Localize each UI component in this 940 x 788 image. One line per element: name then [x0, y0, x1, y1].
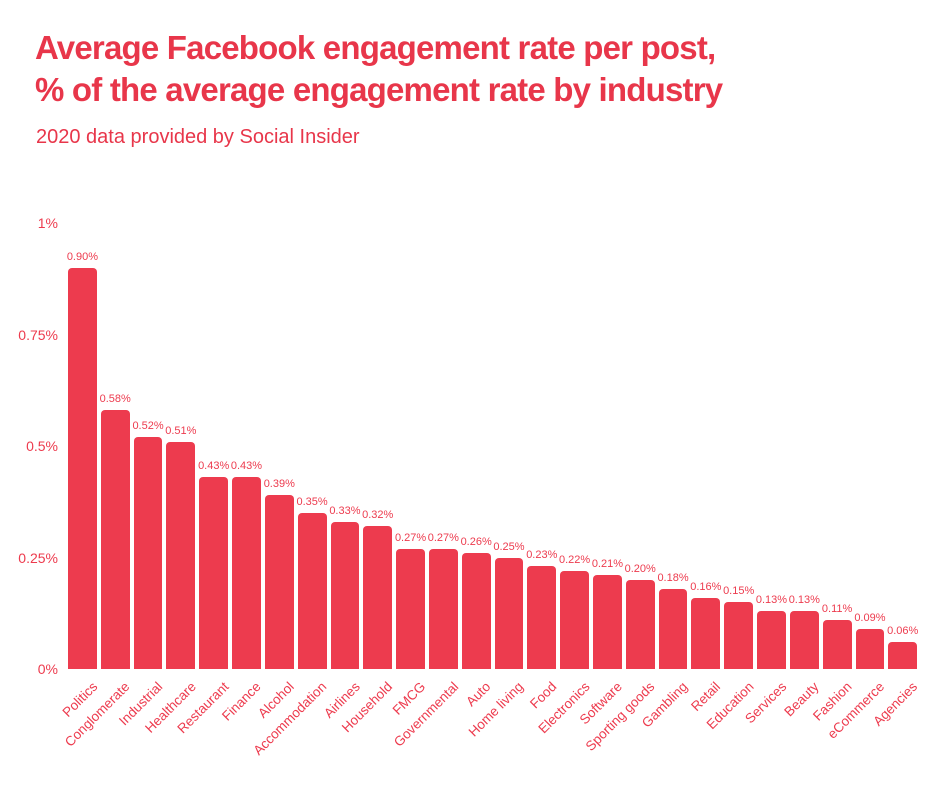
bar-value-label: 0.23%: [526, 549, 558, 562]
bar: [691, 597, 721, 669]
bar: [199, 477, 229, 669]
y-axis-tick-label: 0%: [37, 661, 58, 677]
bar-value-label: 0.16%: [690, 580, 722, 593]
bar-group-household: 0.32% Household: [339, 223, 395, 735]
bar-group-politics: 0.90% Politics: [59, 223, 100, 720]
bar: [757, 611, 786, 669]
y-axis: 1% 0.75% 0.5% 0.25% 0%: [0, 215, 58, 677]
bar-value-label: 0.90%: [66, 250, 99, 263]
bar: [855, 628, 885, 669]
bar-group-alcohol: 0.39% Alcohol: [255, 223, 297, 721]
bar: [330, 521, 360, 669]
bar-value-label: 0.13%: [788, 594, 820, 607]
bar: [461, 553, 491, 669]
plot-area: 0.90% Politics 0.58% Conglomerate 0.52% Indus…: [59, 223, 920, 758]
bar-group-education: 0.15% Education: [703, 223, 756, 732]
bar-group-governmental: 0.27% Governmental: [390, 223, 461, 750]
bar-value-label: 0.11%: [821, 602, 853, 615]
bar-value-label: 0.33%: [329, 504, 361, 517]
bar: [560, 570, 589, 669]
bar: [494, 557, 524, 669]
bar: [625, 579, 655, 669]
bar: [527, 566, 557, 669]
chart-title-line1: Average Facebook engagement rate per pos…: [35, 29, 716, 66]
bar-value-label: 0.26%: [460, 536, 492, 549]
bar: [297, 512, 327, 669]
bar-value-label: 0.13%: [755, 594, 788, 607]
y-axis-tick-label: 1%: [37, 215, 58, 231]
bar-group-beauty: 0.13% Beauty: [782, 223, 822, 719]
bar-group-finance: 0.43% Finance: [220, 223, 265, 723]
chart-title-line2: % of the average engagement rate by indu…: [35, 71, 723, 108]
bar-group-electronics: 0.22% Electronics: [535, 223, 592, 736]
bar: [658, 588, 688, 669]
bar: [232, 477, 261, 669]
bar-value-label: 0.39%: [263, 478, 295, 491]
bar-value-label: 0.51%: [165, 424, 197, 437]
bar-value-label: 0.27%: [394, 531, 427, 544]
bar-group-restaurant: 0.43% Restaurant: [174, 223, 231, 736]
bar-value-label: 0.09%: [854, 611, 886, 624]
bar-group-fmcg: 0.27% FMCG: [389, 223, 428, 718]
bar-value-label: 0.35%: [296, 495, 328, 508]
bar-value-label: 0.52%: [132, 420, 164, 433]
y-axis-tick-label: 0.5%: [26, 438, 58, 454]
bar: [789, 611, 819, 669]
bar-value-label: 0.43%: [198, 460, 230, 473]
bar-group-healthcare: 0.51% Healthcare: [142, 223, 199, 736]
bar: [396, 548, 425, 669]
bar-group-industrial: 0.52% Industrial: [116, 223, 165, 728]
bar: [264, 495, 294, 669]
bar-value-label: 0.06%: [887, 625, 919, 638]
bar-group-agencies: 0.06% Agencies: [870, 223, 920, 729]
bar: [363, 526, 393, 669]
bar-value-label: 0.21%: [591, 558, 624, 571]
bar-value-label: 0.20%: [624, 562, 656, 575]
bar-value-label: 0.25%: [493, 540, 525, 553]
bar-value-label: 0.58%: [99, 393, 131, 406]
y-axis-tick-label: 0.75%: [18, 326, 58, 343]
bar-group-sporting-goods: 0.20% Sporting goods: [583, 223, 658, 754]
chart-subtitle: 2020 data provided by Social Insider: [36, 126, 360, 148]
bar-value-label: 0.27%: [427, 531, 459, 544]
bar-value-label: 0.18%: [657, 571, 689, 584]
bar-group-accommodation: 0.35% Accommodation: [251, 223, 330, 758]
bar-value-label: 0.32%: [362, 509, 394, 522]
bar-value-label: 0.22%: [559, 553, 591, 566]
bar: [593, 575, 622, 669]
bar: [166, 441, 196, 669]
bar-group-fashion: 0.11% Fashion: [810, 223, 855, 724]
bar: [68, 267, 97, 669]
bar-group-retail: 0.16% Retail: [688, 223, 723, 714]
bar-group-ecommerce: 0.09% eCommerce: [825, 223, 888, 742]
bar-value-label: 0.43%: [230, 460, 263, 473]
bar: [822, 619, 852, 669]
bar-group-services: 0.13% Services: [742, 223, 789, 726]
bar-group-conglomerate: 0.58% Conglomerate: [62, 223, 133, 749]
bar-group-gambling: 0.18% Gambling: [639, 223, 690, 731]
chart-title: Average Facebook engagement rate per pos…: [35, 27, 723, 111]
bar-group-auto: 0.26% Auto: [460, 223, 494, 709]
bar: [100, 410, 130, 669]
bar: [133, 437, 163, 669]
bar-value-label: 0.15%: [723, 585, 755, 598]
bar-group-airlines: 0.33% Airlines: [321, 223, 363, 721]
bar-group-software: 0.21% Software: [577, 223, 625, 727]
bar: [888, 642, 918, 669]
bar: [724, 602, 754, 669]
bar: [428, 548, 458, 669]
y-axis-tick-label: 0.25%: [18, 549, 58, 566]
bar-group-home-living: 0.25% Home living: [466, 223, 526, 740]
bar-group-food: 0.23% Food: [526, 223, 559, 711]
